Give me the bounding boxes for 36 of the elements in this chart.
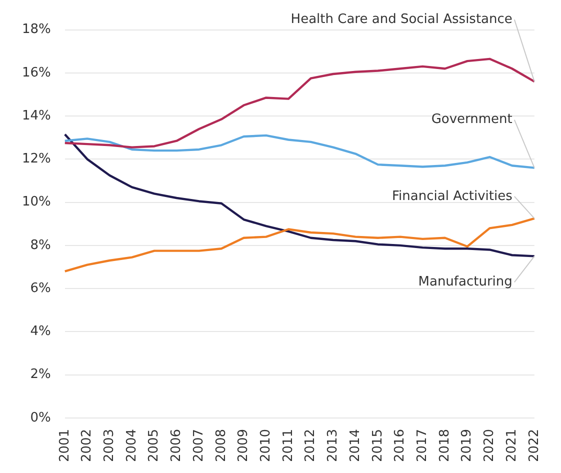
x-tick-label: 2014 [348, 428, 363, 462]
y-tick-label: 18% [22, 22, 51, 38]
x-tick-label: 2022 [526, 428, 542, 462]
y-tick-label: 8% [30, 238, 51, 253]
x-tick-label: 2003 [102, 428, 117, 462]
y-tick-label: 10% [22, 194, 51, 210]
x-tick-label: 2011 [280, 428, 296, 462]
text: Government [431, 112, 512, 128]
y-tick-label: 12% [22, 152, 51, 167]
x-tick-label: 2017 [414, 428, 430, 462]
x-tick-label: 2020 [482, 428, 498, 462]
x-tick-label: 2016 [392, 428, 408, 462]
x-tick-label: 2021 [504, 428, 520, 462]
x-tick-label: 2005 [146, 428, 162, 462]
x-tick-label: 2002 [80, 428, 95, 462]
y-tick-label: 14% [22, 108, 51, 124]
x-tick-label: 2007 [191, 428, 206, 462]
y-tick-label: 0% [30, 410, 51, 426]
y-tick-label: 6% [30, 280, 51, 296]
y-tick-label: 2% [30, 367, 51, 382]
x-tick-label: 2013 [326, 428, 341, 462]
x-tick-label: 2018 [437, 428, 452, 462]
series-label: Financial Activities [392, 188, 513, 204]
x-tick-label: 2009 [236, 428, 252, 462]
x-tick-label: 2019 [460, 428, 475, 462]
y-tick-label: 16% [22, 65, 51, 80]
x-tick-label: 2006 [169, 428, 184, 462]
x-tick-label: 2012 [303, 428, 318, 462]
x-tick-label: 2008 [214, 428, 229, 462]
x-tick-label: 2015 [370, 428, 386, 462]
x-tick-label: 2004 [124, 428, 140, 462]
y-tick-label: 4% [30, 324, 51, 340]
text: Health Care and Social Assistance [290, 12, 512, 27]
series-label: Manufacturing [418, 274, 512, 290]
x-tick-label: 2010 [258, 428, 274, 462]
x-tick-label: 2001 [57, 428, 72, 462]
